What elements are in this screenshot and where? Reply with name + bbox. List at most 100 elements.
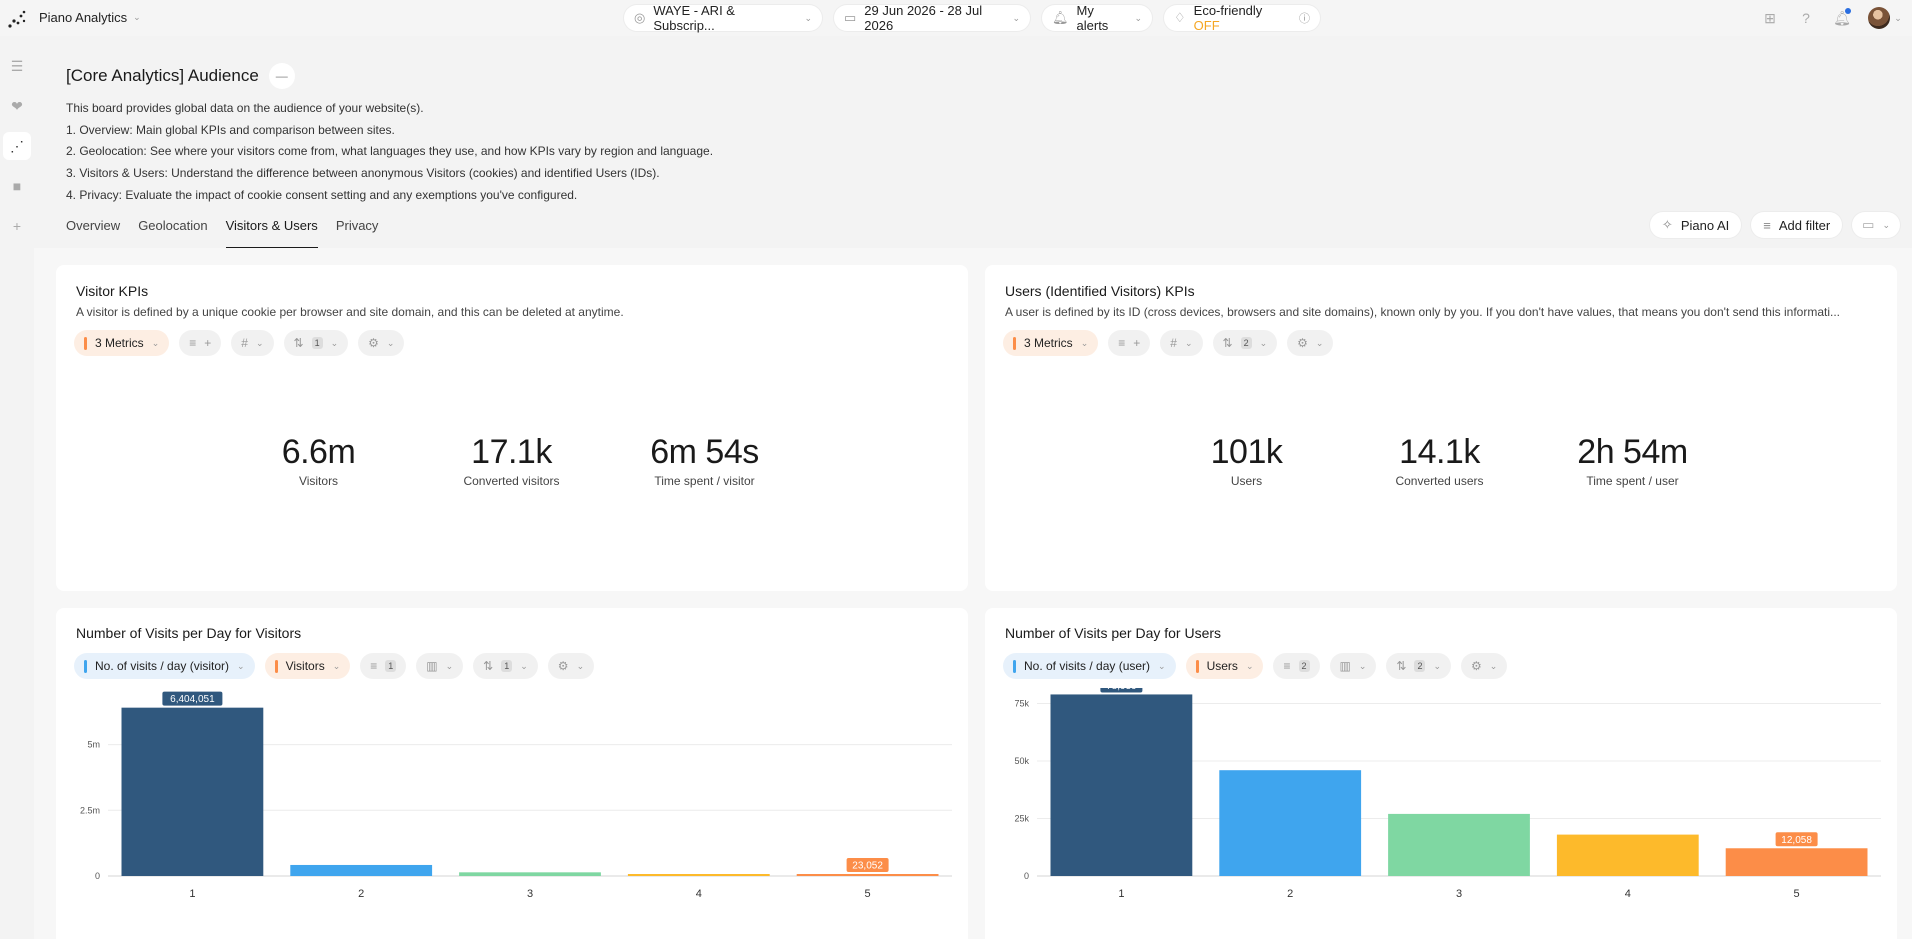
notifications-icon[interactable]: 🔔︎ xyxy=(1833,8,1851,26)
x-tick-label: 1 xyxy=(189,888,195,900)
tab-visitors-users[interactable]: Visitors & Users xyxy=(225,218,318,249)
kpi-converted-users: 14.1k Converted users xyxy=(1343,433,1536,488)
piano-logo-icon[interactable] xyxy=(7,9,27,29)
board-options-icon[interactable]: — xyxy=(268,63,295,89)
bar xyxy=(121,707,264,876)
eco-friendly-toggle[interactable]: ♢ Eco-friendly OFF ⓘ xyxy=(1164,3,1320,33)
help-icon[interactable]: ? xyxy=(1802,10,1810,26)
export-button[interactable]: ▭ ⌄ xyxy=(1852,212,1900,238)
kpi-value: 6.6m xyxy=(281,433,356,471)
sort-chip[interactable]: ⇅ 1 ⌄ xyxy=(283,330,349,356)
top-right-icons: ⊞ ? 🔔︎ ⌄ xyxy=(1758,6,1904,30)
y-tick-label: 0 xyxy=(1024,871,1029,881)
tab-overview[interactable]: Overview xyxy=(66,218,121,233)
settings-chip[interactable]: ⚙ ⌄ xyxy=(358,330,405,356)
y-tick-label: 0 xyxy=(95,871,100,881)
date-range-selector[interactable]: ▭ 29 Jun 2026 - 28 Jul 2026 ⌄ xyxy=(834,3,1030,33)
download-icon: ▭ xyxy=(1862,217,1875,232)
x-tick-label: 4 xyxy=(1625,888,1631,900)
tab-geolocation[interactable]: Geolocation xyxy=(138,218,208,233)
format-chip[interactable]: # ⌄ xyxy=(231,330,274,356)
tab-privacy[interactable]: Privacy xyxy=(335,218,379,233)
chevron-down-icon: ⌄ xyxy=(1882,219,1890,230)
metric-chip[interactable]: Visitors ⌄ xyxy=(264,653,351,679)
grid-apps-icon[interactable]: ⊞ xyxy=(1764,9,1776,26)
filter-chip[interactable]: ≡ 1 xyxy=(360,653,407,679)
kpi-label: Converted visitors xyxy=(463,474,560,488)
x-tick-label: 3 xyxy=(527,888,533,900)
data-label: 12,058 xyxy=(1781,835,1812,846)
sort-chip[interactable]: ⇅ 2 ⌄ xyxy=(1212,330,1278,356)
alerts-label: My alerts xyxy=(1076,3,1109,33)
kpi-converted-visitors: 17.1k Converted visitors xyxy=(415,433,608,488)
y-tick-label: 5m xyxy=(87,740,100,750)
description-line: 1. Overview: Main global KPIs and compar… xyxy=(66,122,395,137)
kpi-row: 101k Users 14.1k Converted users 2h 54m Tim… xyxy=(1150,433,1729,488)
bell-icon: 🔔︎ xyxy=(1052,10,1069,25)
leaf-icon: ♢ xyxy=(1174,10,1186,25)
metric-chip[interactable]: Users ⌄ xyxy=(1185,653,1264,679)
board-description: This board provides global data on the a… xyxy=(66,98,713,207)
kpi-label: Time spent / user xyxy=(1586,474,1679,488)
filter-chip[interactable]: ≡ 2 xyxy=(1273,653,1320,679)
board-actions: ✧ Piano AI ≡ Add filter ▭ ⌄ xyxy=(1649,212,1900,238)
app-switcher[interactable]: Piano Analytics ⌄ xyxy=(39,10,141,25)
metrics-chip[interactable]: 3 Metrics ⌄ xyxy=(74,330,170,356)
site-selector[interactable]: ◎ WAYE - ARI & Subscrip... ⌄ xyxy=(624,3,822,33)
settings-chip[interactable]: ⚙ ⌄ xyxy=(1287,330,1334,356)
favorites-icon[interactable]: ❤ xyxy=(11,97,23,114)
description-line: This board provides global data on the a… xyxy=(66,101,424,115)
filter-count: 2 xyxy=(1298,660,1310,672)
y-tick-label: 75k xyxy=(1014,699,1029,709)
account-menu[interactable]: ⌄ xyxy=(1866,6,1904,30)
y-tick-label: 2.5m xyxy=(80,805,100,815)
metrics-chip[interactable]: 3 Metrics ⌄ xyxy=(1003,330,1099,356)
kpi-label: Converted users xyxy=(1395,474,1484,488)
bar xyxy=(290,864,433,876)
menu-icon[interactable]: ☰ xyxy=(10,57,24,74)
user-visits-chart-card: Number of Visits per Day for Users No. o… xyxy=(985,608,1897,939)
left-rail: ☰ ❤ ⋰ ■ + xyxy=(0,36,34,939)
data-label-background xyxy=(846,858,889,872)
piano-ai-button[interactable]: ✧ Piano AI xyxy=(1649,212,1742,238)
add-icon[interactable]: + xyxy=(12,218,22,234)
chart-type-chip[interactable]: ▥ ⌄ xyxy=(1329,653,1377,679)
chevron-down-icon: ⌄ xyxy=(1894,12,1902,23)
top-bar: Piano Analytics ⌄ ◎ WAYE - ARI & Subscri… xyxy=(0,0,1912,36)
description-line: 3. Visitors & Users: Understand the diff… xyxy=(66,166,660,181)
bar-chart-icon: ▥ xyxy=(1339,659,1351,673)
analytics-icon[interactable]: ⋰ xyxy=(3,132,31,160)
dimension-chip[interactable]: No. of visits / day (user) ⌄ xyxy=(1003,653,1176,679)
app-name: Piano Analytics xyxy=(39,10,128,25)
settings-chip[interactable]: ⚙ ⌄ xyxy=(547,653,595,679)
x-tick-label: 2 xyxy=(1287,888,1293,900)
dimension-chip-label: No. of visits / day (user) xyxy=(1024,659,1151,673)
metrics-chip-label: 3 Metrics xyxy=(1024,336,1073,350)
card-subtitle: A user is defined by its ID (cross devic… xyxy=(1005,305,1840,319)
sort-icon: ⇅ xyxy=(1396,659,1407,673)
notification-dot xyxy=(1845,8,1851,14)
alerts-button[interactable]: 🔔︎ My alerts ⌄ xyxy=(1042,3,1152,33)
x-tick-label: 5 xyxy=(1794,888,1800,900)
card-title: Users (Identified Visitors) KPIs xyxy=(1005,283,1195,299)
filter-chip[interactable]: ≡ + xyxy=(1108,330,1151,356)
sort-chip[interactable]: ⇅ 2 ⌄ xyxy=(1386,653,1452,679)
sort-count: 2 xyxy=(1414,660,1426,672)
components-icon[interactable]: ■ xyxy=(12,178,22,194)
x-tick-label: 3 xyxy=(1456,888,1462,900)
board-header: [Core Analytics] Audience — xyxy=(66,63,295,89)
add-filter-label: Add filter xyxy=(1778,217,1831,233)
filter-chip[interactable]: ≡ + xyxy=(179,330,222,356)
x-tick-label: 2 xyxy=(358,888,364,900)
dimension-chip[interactable]: No. of visits / day (visitor) ⌄ xyxy=(74,653,255,679)
eco-state: OFF xyxy=(1193,18,1220,33)
gear-icon: ⚙ xyxy=(557,659,569,673)
gear-icon: ⚙ xyxy=(1297,336,1308,350)
site-selector-label: WAYE - ARI & Subscrip... xyxy=(653,3,735,33)
sort-chip[interactable]: ⇅ 1 ⌄ xyxy=(473,653,538,679)
chart-type-chip[interactable]: ▥ ⌄ xyxy=(416,653,464,679)
add-filter-button[interactable]: ≡ Add filter xyxy=(1751,212,1843,238)
format-chip[interactable]: # ⌄ xyxy=(1160,330,1203,356)
settings-chip[interactable]: ⚙ ⌄ xyxy=(1461,653,1508,679)
kpi-value: 101k xyxy=(1210,433,1283,471)
